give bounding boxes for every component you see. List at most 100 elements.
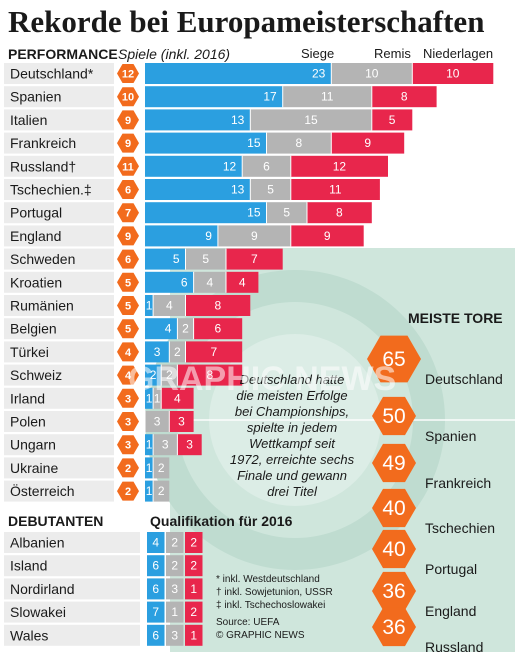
- tore-country: Tschechien: [425, 520, 495, 536]
- row-band: [4, 225, 114, 247]
- bar-segment-siege: [145, 202, 267, 224]
- participation-count: 3: [125, 393, 131, 405]
- bar-segment-niederlagen: [185, 341, 243, 363]
- bar-segment-remis: [169, 341, 186, 363]
- bar-value-label: 15: [304, 113, 318, 127]
- bar-segment-niederlagen: [177, 364, 243, 386]
- bar-value-label: 5: [267, 183, 274, 197]
- country-label: Schweden: [10, 251, 75, 267]
- participation-hex: [117, 365, 139, 385]
- bar-value-label: 2: [150, 368, 157, 382]
- tore-item: 65 Deutschland: [367, 335, 503, 387]
- performance-row: Schweiz 4 2 2 8: [10, 364, 243, 386]
- bar-value-label: 10: [446, 67, 460, 81]
- country-label: Kroatien: [10, 274, 62, 290]
- bar-segment-remis: [153, 387, 162, 409]
- bar-value-label: 15: [247, 206, 261, 220]
- debutant-cell: [185, 532, 203, 553]
- tore-hex: [372, 571, 416, 611]
- tore-value: 65: [382, 348, 405, 371]
- note-line: Finale und gewann: [237, 468, 347, 483]
- country-label: Ukraine: [10, 460, 58, 476]
- row-band: [4, 601, 140, 623]
- debutant-name: Island: [10, 558, 47, 574]
- tore-hex: [372, 443, 416, 483]
- note-line: bei Championships,: [235, 404, 349, 419]
- bar-segment-siege: [145, 295, 154, 316]
- performance-row: England 9 9 9 9: [10, 225, 364, 247]
- bar-segment-niederlagen: [226, 271, 259, 293]
- bar-segment-niederlagen: [331, 132, 405, 154]
- debutant-cell: [185, 624, 203, 646]
- participation-hex: [117, 319, 139, 339]
- participation-hex: [117, 342, 139, 362]
- debutanten-heading: DEBUTANTEN: [8, 513, 103, 529]
- bar-segment-remis: [153, 295, 186, 316]
- performance-row: Ukraine 2 1 2: [10, 457, 170, 479]
- bar-segment-remis: [161, 364, 178, 386]
- bar-value-label: 2: [166, 368, 173, 382]
- debutant-row: Nordirland 6 3 1: [10, 578, 203, 600]
- bar-value-label: 1: [146, 391, 153, 405]
- tore-hex: [372, 607, 416, 647]
- bar-value-label: 8: [215, 299, 222, 313]
- bar-value-label: 10: [365, 67, 379, 81]
- debutant-name: Albanien: [10, 535, 65, 551]
- bar-segment-remis: [250, 179, 291, 200]
- debutant-value: 2: [190, 536, 197, 550]
- bar-segment-remis: [282, 86, 372, 108]
- tore-country: Russland: [425, 639, 483, 652]
- row-band: [4, 457, 114, 479]
- bar-value-label: 8: [336, 206, 343, 220]
- bar-value-label: 2: [158, 461, 165, 475]
- country-label: Frankreich: [10, 135, 76, 151]
- bar-value-label: 12: [333, 159, 347, 173]
- credit-text: © GRAPHIC NEWS: [216, 630, 305, 641]
- country-label: Italien: [10, 112, 47, 128]
- participation-hex: [117, 388, 139, 408]
- bar-value-label: 2: [182, 322, 189, 336]
- bar-segment-siege: [145, 364, 162, 386]
- debutant-value: 1: [190, 628, 197, 642]
- bar-value-label: 3: [178, 415, 185, 429]
- bar-segment-remis: [153, 434, 178, 456]
- participation-count: 2: [125, 463, 131, 475]
- bar-segment-siege: [145, 155, 243, 177]
- country-label: Spanien: [10, 89, 61, 105]
- note-line: die meisten Erfolge: [236, 388, 347, 403]
- performance-row: Ungarn 3 1 3 3: [10, 434, 202, 456]
- bar-value-label: 4: [165, 322, 172, 336]
- tore-item: 49 Frankreich: [372, 443, 491, 491]
- tore-country: Deutschland: [425, 371, 503, 387]
- bar-segment-remis: [153, 457, 170, 479]
- participation-count: 6: [125, 185, 131, 197]
- participation-count: 4: [125, 370, 132, 382]
- debutant-cell: [147, 532, 165, 553]
- debutant-cell: [185, 555, 203, 577]
- bar-segment-niederlagen: [177, 434, 202, 456]
- bar-value-label: 15: [247, 136, 261, 150]
- performance-row: Rumänien 5 1 4 8: [10, 295, 251, 316]
- bar-segment-niederlagen: [371, 109, 413, 131]
- debutant-cell: [166, 578, 184, 600]
- bar-value-label: 1: [146, 484, 153, 498]
- bar-value-label: 5: [173, 252, 180, 266]
- debutant-value: 4: [152, 536, 159, 550]
- tore-value: 49: [382, 452, 405, 475]
- participation-count: 5: [125, 324, 131, 336]
- country-label: Schweiz: [10, 367, 62, 383]
- participation-count: 9: [125, 138, 131, 150]
- bar-segment-niederlagen: [412, 63, 494, 84]
- debutant-cell: [166, 555, 184, 577]
- participation-hex: [117, 272, 139, 292]
- performance-row: Belgien 5 4 2 6: [10, 318, 243, 340]
- country-label: Österreich: [10, 482, 75, 499]
- bar-segment-siege: [145, 434, 154, 456]
- bar-value-label: 13: [231, 183, 245, 197]
- tore-item: 40 Tschechien: [372, 488, 495, 536]
- row-band: [4, 155, 114, 177]
- performance-row: Österreich 2 1 2: [10, 480, 170, 502]
- debutant-value: 1: [190, 582, 197, 596]
